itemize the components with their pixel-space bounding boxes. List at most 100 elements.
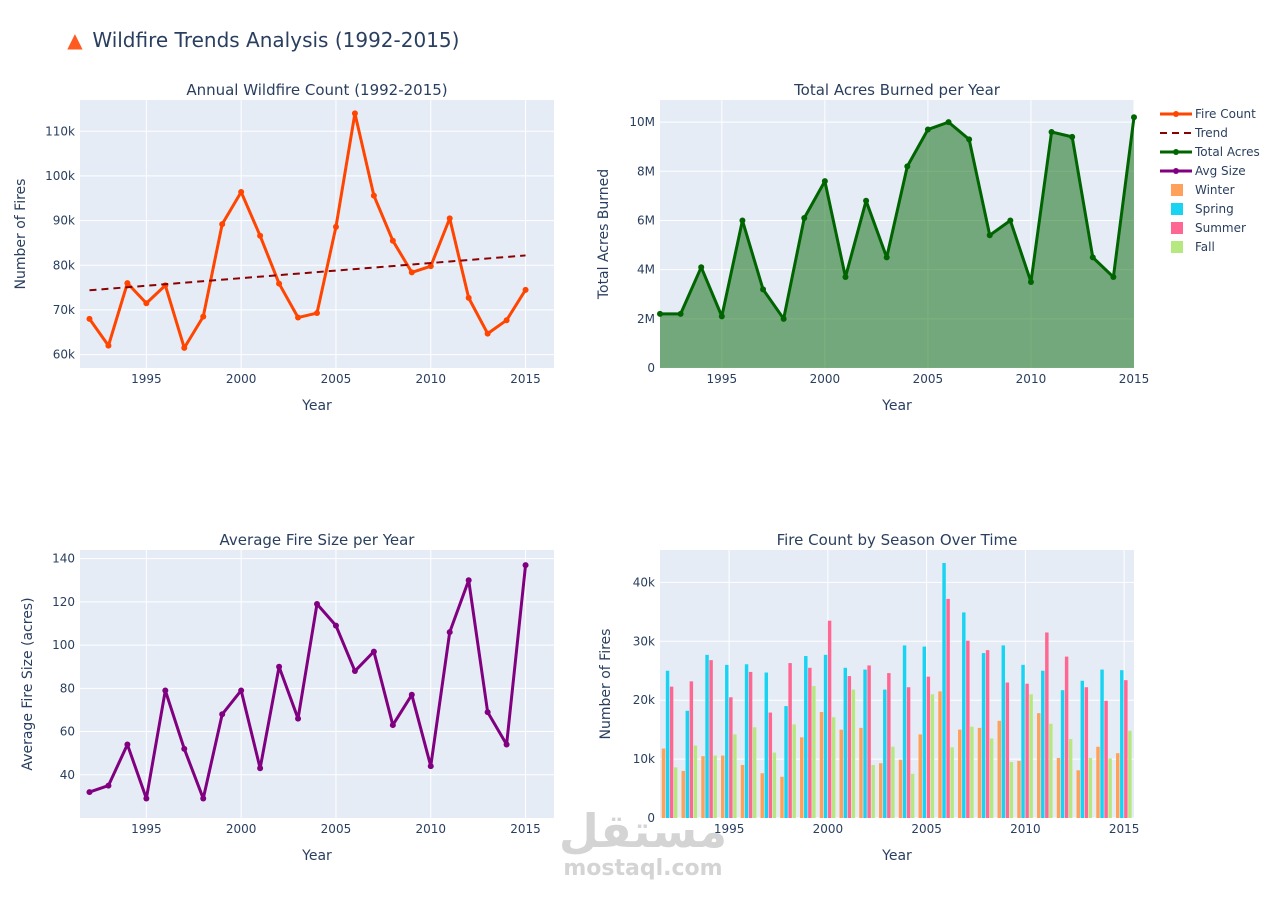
season-count-bar-fall xyxy=(752,727,757,818)
season-count-bar-fall xyxy=(950,747,954,818)
season-count-bar-fall xyxy=(693,745,698,818)
season-count-bar-fall xyxy=(891,746,895,818)
annual-count-title: Annual Wildfire Count (1992-2015) xyxy=(186,81,447,99)
avg-size-x-tick-label: 2015 xyxy=(510,822,541,836)
annual-count-point xyxy=(276,280,283,287)
avg-size-y-tick-label: 60 xyxy=(60,725,75,739)
avg-size-point xyxy=(162,687,169,694)
season-count-bar-summer xyxy=(946,598,950,818)
total-acres-x-axis-label: Year xyxy=(881,398,912,414)
total-acres-point xyxy=(698,264,705,271)
season-count-bar-summer xyxy=(1025,683,1029,818)
total-acres-point xyxy=(718,313,725,320)
season-count-bar-spring xyxy=(665,670,670,818)
season-count-bar-spring xyxy=(1060,690,1065,818)
annual-count-y-tick-label: 70k xyxy=(53,303,75,317)
total-acres-area-fill xyxy=(660,117,1134,369)
season-count-bar-spring xyxy=(1080,680,1085,818)
season-count-bar-summer xyxy=(748,671,753,818)
total-acres-point xyxy=(1007,217,1014,224)
avg-size-point xyxy=(351,668,358,675)
season-count-bar-spring xyxy=(981,653,986,818)
legend-spring-label: Spring xyxy=(1195,202,1234,216)
season-count-x-tick-label: 2015 xyxy=(1109,822,1140,836)
season-count-bar-fall xyxy=(1029,694,1033,818)
avg-size-y-axis-label: Average Fire Size (acres) xyxy=(20,597,36,770)
total-acres-point xyxy=(1110,274,1117,281)
avg-size-point xyxy=(465,577,472,584)
annual-count-line-fire-count xyxy=(88,111,527,350)
season-count-bar-summer xyxy=(926,676,931,818)
avg-size-x-tick-label: 2000 xyxy=(226,822,257,836)
total-acres-point xyxy=(966,136,973,143)
season-count-bar-fall xyxy=(673,767,678,818)
fire-icon: ▲ xyxy=(67,28,83,52)
season-count-bar-spring xyxy=(883,689,887,818)
season-count-bar-winter xyxy=(997,720,1001,818)
season-count-bar-winter xyxy=(977,727,982,818)
season-count-bar-fall xyxy=(1088,757,1093,818)
avg-size-point xyxy=(314,601,320,608)
total-acres-line-total-acres xyxy=(660,117,1136,321)
season-count-bar-fall xyxy=(1108,758,1112,818)
annual-count-point xyxy=(370,192,377,199)
legend-total-acres-marker xyxy=(1173,149,1179,155)
season-count-bar-winter xyxy=(958,729,962,818)
legend-total-acres-label: Total Acres xyxy=(1194,145,1260,159)
avg-size-point xyxy=(238,687,245,694)
total-acres-point xyxy=(821,178,828,185)
annual-count-point xyxy=(257,232,264,239)
annual-count-x-tick-label: 2000 xyxy=(226,372,257,386)
season-count-bar-winter xyxy=(839,729,843,818)
avg-size-point xyxy=(200,795,207,802)
season-count-bar-summer xyxy=(887,673,891,818)
annual-count-y-tick-label: 80k xyxy=(53,258,75,272)
season-count-bar-spring xyxy=(1120,670,1124,818)
season-count-bar-spring xyxy=(1001,645,1006,818)
avg-size-point xyxy=(181,745,188,752)
season-count-bar-summer xyxy=(1084,687,1089,818)
season-count-bar-fall xyxy=(871,764,875,818)
season-count-bar-winter xyxy=(721,755,725,818)
season-count-bar-spring xyxy=(1100,669,1104,818)
avg-size-y-tick-label: 100 xyxy=(52,638,75,652)
season-count-bar-winter xyxy=(800,737,804,818)
annual-count-y-tick-label: 60k xyxy=(53,348,75,362)
avg-size-point xyxy=(105,782,112,789)
season-count-bar-winter xyxy=(1076,770,1080,818)
season-count-title: Fire Count by Season Over Time xyxy=(777,531,1018,549)
avg-size-point xyxy=(332,622,339,629)
legend-avg-size-marker xyxy=(1173,168,1179,174)
total-acres-x-tick-label: 2005 xyxy=(913,372,944,386)
annual-count-point xyxy=(238,189,245,196)
total-acres-point xyxy=(780,315,787,322)
season-count-y-tick-label: 10k xyxy=(633,752,655,766)
total-acres-point xyxy=(1069,133,1076,140)
legend-winter-swatch xyxy=(1171,184,1183,196)
avg-size-plot-area xyxy=(80,550,554,818)
legend-summer-label: Summer xyxy=(1195,221,1246,235)
season-count-bar-spring xyxy=(705,654,709,818)
annual-count-y-axis-label: Number of Fires xyxy=(13,179,29,290)
avg-size-line-avg-size xyxy=(88,564,528,801)
annual-count-point xyxy=(503,317,510,324)
total-acres-point xyxy=(986,232,993,239)
total-acres-y-tick-label: 0 xyxy=(647,361,655,375)
season-count-bar-fall xyxy=(772,752,777,818)
avg-size-y-tick-label: 40 xyxy=(60,768,75,782)
season-count-bar-winter xyxy=(819,711,824,818)
season-count-bar-spring xyxy=(942,562,946,818)
annual-count-point xyxy=(200,313,207,320)
season-count-bar-summer xyxy=(669,686,674,818)
annual-count-point xyxy=(484,330,491,337)
season-count-y-tick-label: 30k xyxy=(633,634,655,648)
season-count-y-tick-label: 20k xyxy=(633,693,655,707)
season-count-bar-fall xyxy=(1068,739,1073,818)
season-count-x-tick-label: 1995 xyxy=(714,822,745,836)
avg-size-point xyxy=(503,741,510,748)
total-acres-point xyxy=(739,217,746,224)
season-count-bar-winter xyxy=(760,773,764,818)
annual-count-point xyxy=(522,286,529,293)
total-acres-point xyxy=(760,286,767,293)
total-acres-point xyxy=(1089,254,1096,261)
